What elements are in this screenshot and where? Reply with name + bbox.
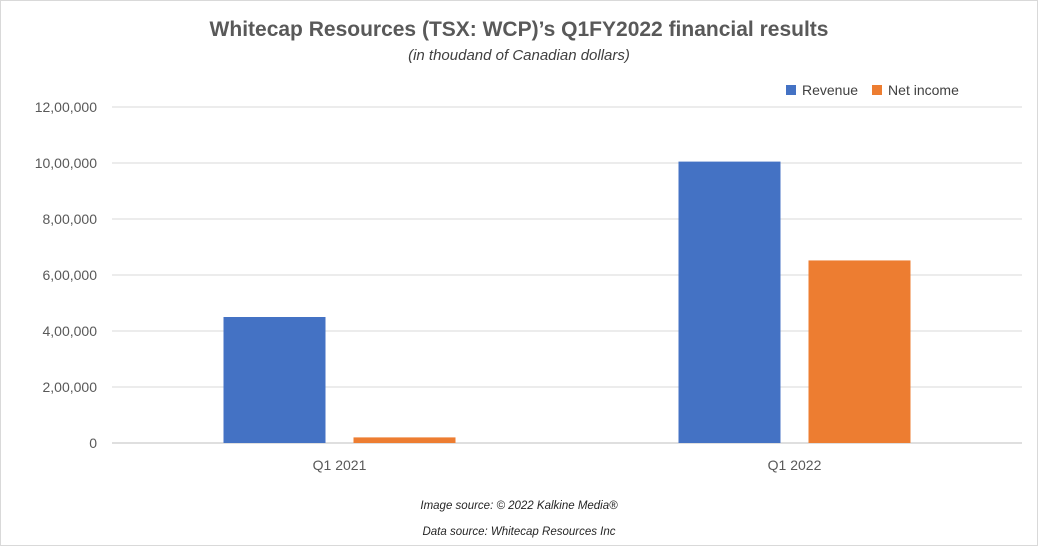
y-tick-label: 8,00,000 [43,211,98,227]
legend-label-revenue: Revenue [802,82,859,98]
bar-revenue [678,161,781,443]
chart-subtitle: (in thoudand of Canadian dollars) [408,47,630,64]
legend-item-net-income: Net income [872,82,959,98]
data-source: Data source: Whitecap Resources Inc [422,526,616,538]
y-tick-label: 12,00,000 [35,99,97,115]
legend-label-net-income: Net income [888,82,959,98]
legend-swatch-revenue [786,85,796,95]
y-tick-label: 4,00,000 [43,323,98,339]
legend: Revenue Net income [786,82,959,98]
x-tick-label: Q1 2022 [768,457,822,473]
bar-revenue [223,317,326,443]
y-tick-label: 2,00,000 [43,379,98,395]
image-source: Image source: © 2022 Kalkine Media® [420,500,618,512]
bar-net-income [353,437,456,443]
bar-net-income [808,260,911,443]
y-tick-label: 10,00,000 [35,155,97,171]
y-tick-label: 6,00,000 [43,267,98,283]
chart-title: Whitecap Resources (TSX: WCP)’s Q1FY2022… [209,18,829,41]
y-tick-label: 0 [89,435,97,451]
x-tick-label: Q1 2021 [313,457,367,473]
legend-item-revenue: Revenue [786,82,858,98]
legend-swatch-net-income [872,85,883,95]
